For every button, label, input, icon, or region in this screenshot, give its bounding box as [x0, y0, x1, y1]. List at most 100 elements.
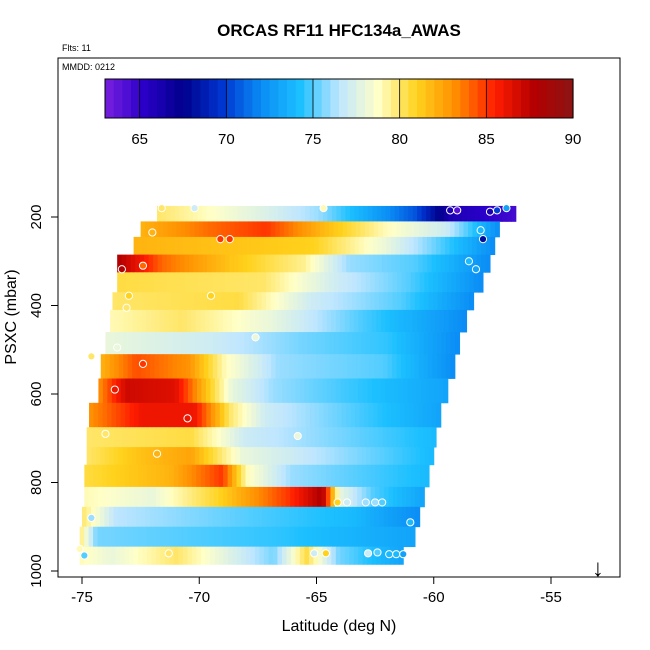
heatmap-cell: [269, 254, 275, 273]
heatmap-cell: [356, 354, 362, 379]
heatmap-cell: [195, 309, 201, 333]
colorbar-cell: [512, 79, 522, 118]
heatmap-cell: [237, 236, 243, 256]
heatmap-cell: [336, 236, 342, 256]
heatmap-cell: [109, 332, 115, 355]
heatmap-cell: [264, 402, 270, 428]
heatmap-cell: [279, 292, 285, 311]
heatmap-cell: [320, 272, 326, 293]
heatmap-cell: [384, 447, 390, 466]
heatmap-cell: [127, 427, 132, 448]
heatmap-cell: [185, 427, 191, 448]
heatmap-cell: [353, 309, 359, 333]
heatmap-cell: [147, 464, 152, 488]
heatmap-cell: [384, 464, 390, 488]
heatmap-cell: [346, 427, 352, 448]
heatmap-cell: [135, 427, 141, 448]
heatmap-cell: [215, 402, 221, 428]
heatmap-cell: [296, 236, 302, 256]
heatmap-cell: [151, 464, 157, 488]
heatmap-cell: [111, 546, 117, 565]
heatmap-cell: [100, 354, 106, 379]
heatmap-cell: [116, 402, 122, 428]
heatmap-cell: [305, 205, 311, 222]
heatmap-cell: [251, 402, 257, 428]
heatmap-cell: [146, 486, 152, 508]
heatmap-cell: [166, 254, 172, 273]
heatmap-cell: [341, 254, 347, 273]
heatmap-cell: [298, 447, 304, 466]
heatmap-cell: [286, 546, 292, 565]
heatmap-cell: [386, 427, 392, 448]
heatmap-cell: [361, 447, 367, 466]
heatmap-cell: [401, 332, 407, 355]
heatmap-cell: [223, 464, 229, 488]
heatmap-cell: [178, 526, 183, 548]
heatmap-cell: [219, 236, 225, 256]
heatmap-cell: [266, 221, 272, 238]
heatmap-cell: [235, 506, 241, 528]
heatmap-cell: [404, 427, 410, 448]
heatmap-cell: [147, 546, 153, 565]
heatmap-cell: [305, 236, 311, 256]
heatmap-cell: [151, 526, 157, 548]
heatmap-cell: [140, 447, 146, 466]
heatmap-cell: [266, 332, 272, 355]
heatmap-cell: [338, 354, 344, 379]
heatmap-cell: [127, 332, 133, 355]
heatmap-cell: [185, 506, 191, 528]
heatmap-cell: [172, 221, 178, 238]
heatmap-cell: [239, 332, 245, 355]
heatmap-cell: [194, 447, 200, 466]
heatmap-cell: [174, 205, 180, 222]
heatmap-cell: [367, 205, 373, 222]
heatmap-cell: [198, 254, 204, 273]
heatmap-cell: [413, 254, 419, 273]
heatmap-cell: [107, 378, 113, 404]
heatmap-cell: [208, 506, 214, 528]
heatmap-cell: [379, 526, 385, 548]
heatmap-cell: [236, 526, 242, 548]
heatmap-cell: [455, 332, 461, 355]
heatmap-cell: [375, 464, 381, 488]
heatmap-cell: [410, 292, 416, 311]
heatmap-cell: [422, 402, 428, 428]
heatmap-cell: [249, 464, 255, 488]
heatmap-cell: [295, 378, 301, 404]
heatmap-cell: [443, 378, 449, 404]
heatmap-cell: [320, 332, 326, 355]
heatmap-cell: [401, 506, 407, 528]
heatmap-cell: [393, 486, 399, 508]
heatmap-cell: [277, 546, 283, 565]
heatmap-cell: [297, 292, 303, 311]
heatmap-cell: [261, 292, 267, 311]
heatmap-cell: [270, 272, 276, 293]
heatmap-cell: [161, 378, 167, 404]
heatmap-cell: [138, 546, 144, 565]
heatmap-cell: [304, 378, 310, 404]
heatmap-cell: [102, 402, 108, 428]
heatmap-cell: [240, 309, 246, 333]
heatmap-cell: [105, 332, 111, 355]
heatmap-cell: [408, 205, 414, 222]
y-tick-label: 200: [28, 204, 45, 229]
heatmap-cell: [162, 427, 168, 448]
heatmap-cell: [343, 486, 349, 508]
heatmap-cell: [259, 378, 265, 404]
sample-point: [293, 431, 302, 441]
heatmap-cell: [88, 546, 94, 565]
heatmap-cell: [189, 254, 195, 273]
colorbar-frame: [104, 78, 574, 119]
heatmap-cell: [194, 427, 200, 448]
heatmap-cell: [334, 332, 340, 355]
heatmap-cell: [212, 427, 218, 448]
heatmap-cell: [421, 205, 427, 222]
heatmap-cell: [95, 427, 101, 448]
heatmap-cell: [431, 427, 437, 448]
heatmap-cell: [250, 309, 256, 333]
heatmap-cell: [355, 221, 361, 238]
heatmap-cell: [352, 272, 358, 293]
heatmap-cell: [115, 464, 121, 488]
sample-point: [361, 498, 370, 507]
heatmap-cell: [157, 205, 163, 222]
